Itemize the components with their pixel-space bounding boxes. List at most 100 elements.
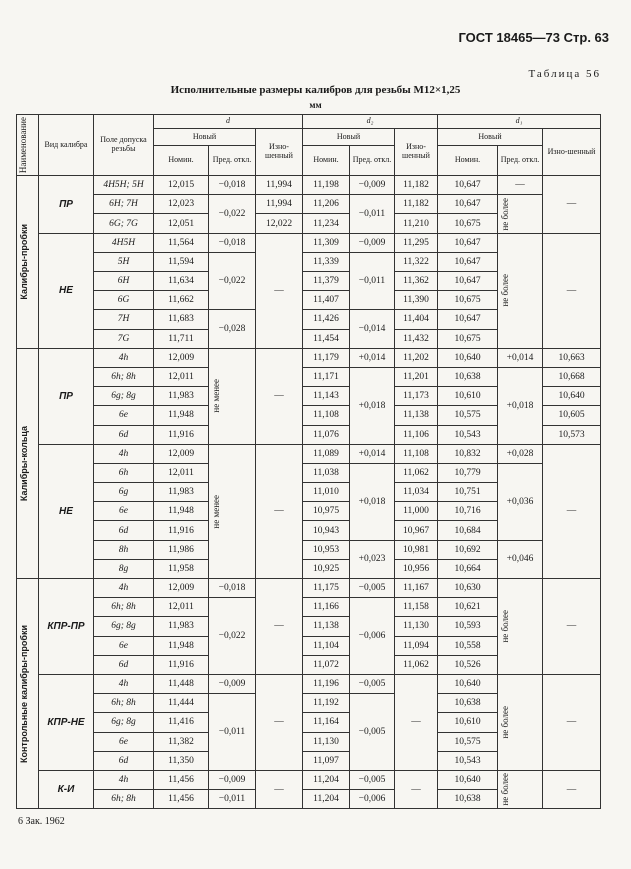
cell: 11,130 <box>302 731 350 752</box>
cell: — <box>542 443 602 580</box>
cell: 10,640 <box>542 386 602 407</box>
cell: +0,046 <box>497 539 544 580</box>
cell: 10,943 <box>302 520 350 541</box>
cell: 11,104 <box>302 635 350 656</box>
cell: 11,138 <box>393 405 439 426</box>
cell: 6g; 8g <box>93 712 154 733</box>
cell: 10,638 <box>437 366 499 388</box>
cell: 11,948 <box>153 405 209 426</box>
cell: +0,018 <box>497 366 544 445</box>
cell: 11,456 <box>153 769 209 791</box>
cell: −0,018 <box>208 578 256 599</box>
cell: −0,022 <box>208 597 256 675</box>
cell: 11,362 <box>393 271 439 292</box>
table-row: 6h; 8h 12,011 11,171 +0,018 11,201 10,638 +0,0… <box>17 366 602 445</box>
cell: К-И <box>38 769 94 810</box>
table-row: 6h; 8h 11,456 −0,011 11,204 −0,006 10,638 <box>17 789 601 810</box>
table-row: Калибры-кольца ПР 4h 12,009 не менее —11,179 +… <box>16 347 602 580</box>
cell: 11,106 <box>393 424 439 445</box>
table-body: Калибры-пробки ПР 4H5H; 5H 12,015 −0,018 11,9… <box>16 175 602 810</box>
cell: −0,005 <box>349 769 395 791</box>
cell: — <box>542 578 602 675</box>
header-cell: Пред. откл. <box>349 145 395 177</box>
cell: 11,350 <box>153 750 209 771</box>
cell: 8g <box>93 558 154 580</box>
cell: −0,006 <box>349 597 395 675</box>
cell: +0,014 <box>349 443 395 464</box>
cell: +0,018 <box>349 462 395 541</box>
cell: не менее <box>208 443 256 580</box>
cell: 11,339 <box>302 251 350 273</box>
cell: — <box>542 175 602 234</box>
standard: ГОСТ 18465—73 Стр. 63 <box>458 30 609 45</box>
cell: 11,196 <box>302 673 350 695</box>
cell: −0,014 <box>349 309 395 349</box>
table-row: 6e 11,948 10,975 11,000 10,716 <box>17 501 601 522</box>
cell: +0,018 <box>349 366 395 445</box>
cell: 11,448 <box>153 673 209 695</box>
table-row: 8g 11,958 10,925 10,956 10,664 <box>17 558 601 580</box>
cell: −0,009 <box>349 175 395 196</box>
cell: КПР-ПР <box>38 578 94 675</box>
cell: 10,675 <box>437 290 499 311</box>
cell: 6e <box>93 635 154 656</box>
cell: −0,011 <box>349 194 395 234</box>
header-cell: Изно-шенный <box>393 127 439 177</box>
cell: −0,018 <box>208 175 256 196</box>
table-row: 8h 11,986 10,953 +0,023 10,981 10,692 +0,046 <box>17 539 601 580</box>
cell: 10,640 <box>437 347 499 368</box>
table-row: 7H 11,683 −0,028 11,426 −0,014 11,404 10,647 <box>17 309 601 349</box>
cell: +0,036 <box>497 462 544 541</box>
table-row: 6g 11,983 11,010 11,034 10,751 <box>17 482 601 503</box>
footer: 6 Зак. 1962 <box>18 816 65 827</box>
cell: −0,022 <box>208 251 256 311</box>
cell: ПР <box>38 347 94 445</box>
cell: 6h; 8h <box>93 597 154 618</box>
cell: 11,916 <box>153 424 209 445</box>
cell: 10,647 <box>437 194 499 215</box>
cell: 10,526 <box>437 654 499 675</box>
cell: 12,009 <box>153 578 209 599</box>
cell: 12,051 <box>153 213 209 234</box>
cell: 10,716 <box>437 501 499 522</box>
cell: 10,975 <box>302 501 350 522</box>
vertical-text: не менее <box>211 379 221 414</box>
header-cell: Изно-шенный <box>542 127 602 177</box>
header-cell: Пред. откл. <box>497 145 544 177</box>
cell: 10,647 <box>437 232 499 253</box>
table-row: 6h; 8h 12,011 −0,022 11,166 −0,006 11,158 10,6… <box>17 597 601 675</box>
cell: — <box>255 673 303 771</box>
cell: 10,675 <box>437 328 499 349</box>
cell: 11,108 <box>393 443 439 464</box>
cell: 4h <box>93 578 154 599</box>
cell: 11,072 <box>302 654 350 675</box>
cell: 12,022 <box>255 213 303 234</box>
cell: −0,005 <box>349 673 395 695</box>
cell: — <box>393 769 439 810</box>
cell: 11,202 <box>393 347 439 368</box>
cell: 11,456 <box>153 789 209 810</box>
cell: Контрольные калибры-пробки <box>16 578 39 810</box>
cell: 11,062 <box>393 462 439 484</box>
cell: 10,640 <box>437 673 499 695</box>
header-cell: Новый <box>302 127 395 147</box>
cell: 4H5H; 5H <box>93 175 154 196</box>
cell: — <box>497 175 544 196</box>
cell: 11,634 <box>153 271 209 292</box>
cell: 10,610 <box>437 386 499 407</box>
header-cell: Вид калибра <box>38 113 94 177</box>
cell: 11,198 <box>302 175 350 196</box>
cell: — <box>393 673 439 771</box>
cell: 11,426 <box>302 309 350 330</box>
cell: 10,630 <box>437 578 499 599</box>
cell: 11,182 <box>393 175 439 196</box>
cell: +0,014 <box>497 347 544 368</box>
cell: 10,647 <box>437 251 499 273</box>
cell: 10,647 <box>437 309 499 330</box>
cell: 6g; 8g <box>93 386 154 407</box>
cell: 11,062 <box>393 654 439 675</box>
cell: 11,948 <box>153 501 209 522</box>
cell: не менее <box>208 347 256 445</box>
cell: 10,956 <box>393 558 439 580</box>
cell: 10,981 <box>393 539 439 560</box>
